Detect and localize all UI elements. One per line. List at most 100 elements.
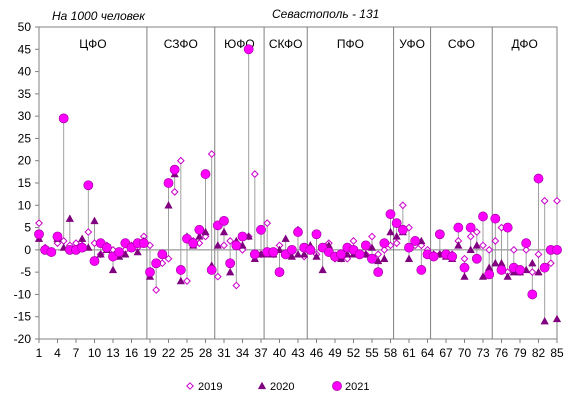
point-2020 xyxy=(213,241,222,249)
point-2021 xyxy=(311,229,322,240)
point-2020 xyxy=(293,250,303,258)
point-2020 xyxy=(552,314,562,323)
x-tick-label: 25 xyxy=(180,346,194,360)
y-tick-label: 15 xyxy=(18,176,32,190)
legend-label: 2019 xyxy=(198,381,222,393)
point-2021 xyxy=(453,222,464,233)
x-tick-label: 73 xyxy=(476,346,490,360)
point-2019 xyxy=(380,245,389,254)
point-2019 xyxy=(226,237,235,245)
point-2021 xyxy=(471,253,482,264)
annotation-right: Севастополь - 131 xyxy=(272,7,379,21)
x-tick-label: 79 xyxy=(513,346,527,360)
y-tick-label: 5 xyxy=(24,221,31,235)
y-tick-label: -20 xyxy=(14,332,32,346)
point-2021 xyxy=(34,229,44,240)
point-2021 xyxy=(145,267,155,278)
y-tick-label: -10 xyxy=(14,287,32,301)
point-2019 xyxy=(220,241,228,250)
x-tick-label: 34 xyxy=(236,346,250,360)
x-tick-label: 43 xyxy=(291,346,305,360)
point-2020 xyxy=(108,265,118,274)
x-tick-label: 58 xyxy=(384,346,398,360)
point-2020 xyxy=(404,254,414,262)
point-2019 xyxy=(528,268,537,277)
point-2020 xyxy=(65,214,74,222)
point-2020 xyxy=(226,267,235,276)
point-2021 xyxy=(194,224,205,235)
point-2021 xyxy=(428,251,439,262)
point-2021 xyxy=(219,215,229,226)
point-2021 xyxy=(157,249,168,260)
point-2021 xyxy=(83,180,94,191)
x-tick-label: 7 xyxy=(73,346,80,360)
x-tick-label: 64 xyxy=(421,346,435,360)
point-2019 xyxy=(368,232,376,241)
point-2021 xyxy=(502,222,513,233)
point-2019 xyxy=(392,239,401,248)
x-tick-label: 4 xyxy=(54,346,61,360)
point-2021 xyxy=(360,240,371,251)
point-2021 xyxy=(243,44,254,55)
y-tick-label: 35 xyxy=(18,87,32,101)
point-2019 xyxy=(466,232,475,241)
point-2021 xyxy=(175,265,186,275)
x-tick-label: 46 xyxy=(310,346,324,360)
point-2021 xyxy=(206,265,217,275)
point-2019 xyxy=(35,219,43,228)
y-tick-label: 45 xyxy=(18,42,32,56)
point-2021 xyxy=(496,265,507,275)
point-2020 xyxy=(380,254,389,262)
point-2020 xyxy=(219,227,229,236)
x-tick-label: 37 xyxy=(254,346,268,360)
point-2020 xyxy=(454,241,463,249)
point-2021 xyxy=(52,231,63,242)
point-2021 xyxy=(490,213,501,224)
point-2021 xyxy=(114,247,125,257)
point-2020 xyxy=(96,250,105,258)
point-2020 xyxy=(164,201,173,209)
point-2019 xyxy=(263,219,272,228)
point-2020 xyxy=(491,259,500,267)
point-2021 xyxy=(249,249,260,260)
point-2021 xyxy=(478,211,488,222)
point-2021 xyxy=(200,169,211,179)
point-2021 xyxy=(484,269,495,280)
point-2019 xyxy=(540,196,549,205)
y-tick-label: 10 xyxy=(18,198,32,212)
point-2021 xyxy=(138,238,149,249)
legend-marker-2019 xyxy=(186,382,194,390)
point-2021 xyxy=(225,258,236,269)
point-2019 xyxy=(170,188,179,196)
point-2020 xyxy=(460,272,469,280)
point-2019 xyxy=(522,245,531,254)
y-tick-label: 40 xyxy=(18,65,32,79)
y-tick-label: -15 xyxy=(14,310,32,324)
legend-marker-2020 xyxy=(257,381,267,390)
point-2021 xyxy=(354,249,365,260)
point-2019 xyxy=(232,281,241,290)
point-2021 xyxy=(459,262,470,273)
point-2020 xyxy=(318,265,327,274)
annotation-left: На 1000 человек xyxy=(52,9,146,23)
point-2020 xyxy=(528,259,537,267)
x-tick-label: 19 xyxy=(143,346,157,360)
point-2019 xyxy=(479,241,487,250)
point-2021 xyxy=(293,227,303,237)
region-label: СЗФО xyxy=(164,37,198,51)
point-2021 xyxy=(151,258,162,269)
region-label: СФО xyxy=(448,37,475,51)
point-2021 xyxy=(231,240,242,251)
point-2019 xyxy=(53,239,62,248)
point-2019 xyxy=(460,254,469,263)
x-tick-label: 76 xyxy=(495,346,509,360)
point-2021 xyxy=(533,173,544,184)
point-2021 xyxy=(237,231,248,242)
point-2021 xyxy=(521,238,532,249)
point-2021 xyxy=(397,224,408,235)
point-2020 xyxy=(386,227,395,236)
point-2021 xyxy=(163,178,174,188)
point-2021 xyxy=(256,224,266,235)
point-2019 xyxy=(176,156,185,165)
